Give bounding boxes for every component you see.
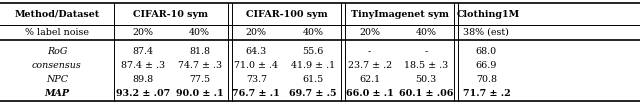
Text: 81.8: 81.8	[189, 48, 210, 56]
Text: 90.0 ± .1: 90.0 ± .1	[176, 89, 223, 98]
Text: 62.1: 62.1	[359, 75, 380, 84]
Text: 66.9: 66.9	[476, 61, 497, 70]
Text: 87.4: 87.4	[132, 48, 153, 56]
Text: 40%: 40%	[303, 28, 323, 37]
Text: 38% (est): 38% (est)	[463, 28, 509, 37]
Text: 40%: 40%	[189, 28, 210, 37]
Text: 18.5 ± .3: 18.5 ± .3	[404, 61, 449, 70]
Text: RoG: RoG	[47, 48, 67, 56]
Text: 93.2 ± .07: 93.2 ± .07	[116, 89, 170, 98]
Text: MAP: MAP	[44, 89, 70, 98]
Text: 73.7: 73.7	[246, 75, 267, 84]
Text: 20%: 20%	[132, 28, 153, 37]
Text: 76.7 ± .1: 76.7 ± .1	[232, 89, 280, 98]
Text: 40%: 40%	[416, 28, 436, 37]
Text: -: -	[424, 48, 428, 56]
Text: 87.4 ± .3: 87.4 ± .3	[121, 61, 164, 70]
Text: 61.5: 61.5	[302, 75, 324, 84]
Text: 20%: 20%	[246, 28, 267, 37]
Text: 20%: 20%	[359, 28, 380, 37]
Text: 64.3: 64.3	[246, 48, 267, 56]
Text: 55.6: 55.6	[302, 48, 324, 56]
Text: 41.9 ± .1: 41.9 ± .1	[291, 61, 335, 70]
Text: 71.0 ± .4: 71.0 ± .4	[234, 61, 278, 70]
Text: NPC: NPC	[46, 75, 68, 84]
Text: 77.5: 77.5	[189, 75, 211, 84]
Text: CIFAR-100 sym: CIFAR-100 sym	[246, 10, 327, 19]
Text: Clothing1M: Clothing1M	[457, 10, 520, 19]
Text: -: -	[368, 48, 371, 56]
Text: CIFAR-10 sym: CIFAR-10 sym	[133, 10, 209, 19]
Text: 60.1 ± .06: 60.1 ± .06	[399, 89, 453, 98]
Text: 69.7 ± .5: 69.7 ± .5	[289, 89, 337, 98]
Text: % label noise: % label noise	[25, 28, 89, 37]
Text: 71.7 ± .2: 71.7 ± .2	[463, 89, 510, 98]
Text: 89.8: 89.8	[132, 75, 154, 84]
Text: TinyImagenet sym: TinyImagenet sym	[351, 10, 449, 19]
Text: 66.0 ± .1: 66.0 ± .1	[346, 89, 394, 98]
Text: 74.7 ± .3: 74.7 ± .3	[178, 61, 221, 70]
Text: 50.3: 50.3	[415, 75, 437, 84]
Text: Method/Dataset: Method/Dataset	[14, 10, 100, 19]
Text: 70.8: 70.8	[476, 75, 497, 84]
Text: 68.0: 68.0	[476, 48, 497, 56]
Text: 23.7 ± .2: 23.7 ± .2	[348, 61, 392, 70]
Text: consensus: consensus	[32, 61, 82, 70]
